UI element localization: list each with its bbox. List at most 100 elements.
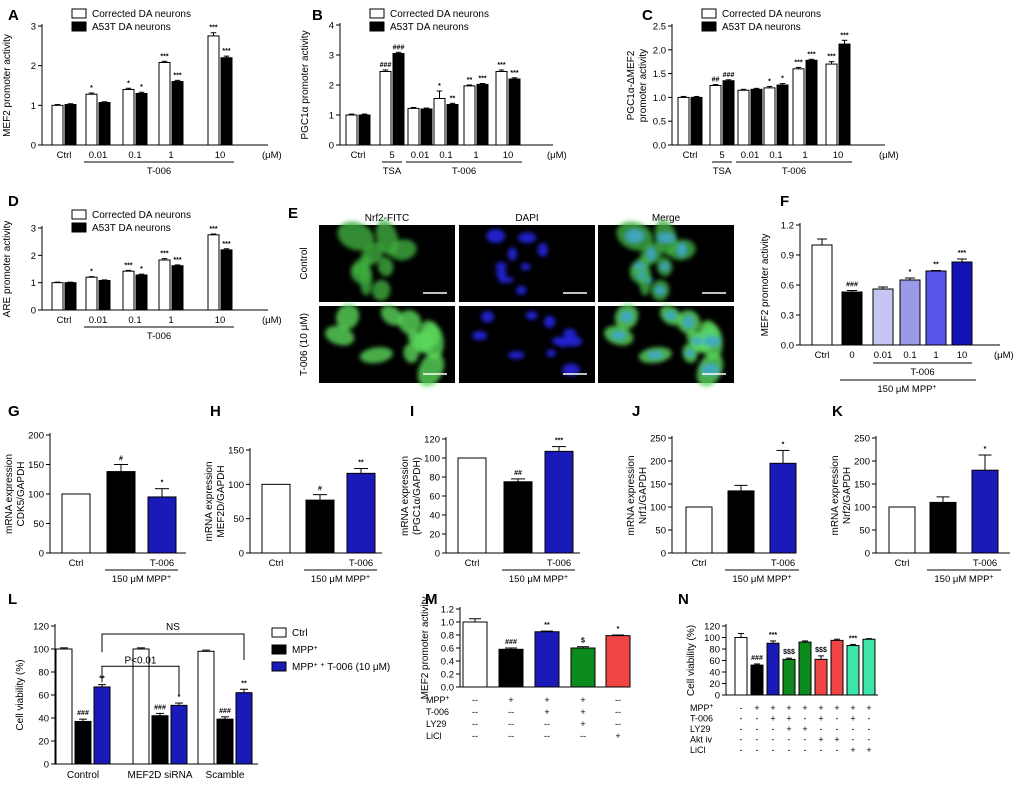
legend-swatch — [71, 209, 87, 220]
table-cell: - — [804, 745, 807, 755]
y-tick-label: 40 — [709, 668, 720, 679]
column-label: Nrf2-FITC — [365, 213, 409, 224]
x-tick-label: MEF2D siRNA — [127, 770, 192, 781]
significance-bracket — [101, 633, 245, 661]
x-tick-label: Ctrl — [269, 558, 284, 569]
y-tick-label: 2.5 — [653, 22, 666, 33]
y-tick-label: 120 — [33, 622, 49, 633]
bar — [51, 282, 64, 311]
y-tick-label: 0 — [865, 549, 870, 560]
table-cell: + — [544, 695, 549, 705]
green-cell — [389, 239, 417, 261]
bar — [122, 88, 135, 146]
panel-g: 0 50 100 150 200 mRNA expression CDK5/GAPDH G # *… — [4, 403, 186, 585]
green-cell — [337, 221, 375, 251]
blue-nucleus — [563, 328, 577, 339]
bar — [98, 279, 111, 311]
significance-label: ** — [241, 680, 247, 687]
significance-label: * — [90, 269, 93, 276]
micrograph-cells — [472, 311, 583, 376]
bar — [158, 61, 171, 146]
legend-label: MPP+ + T-006 (10 μM) — [292, 662, 390, 674]
x-tick-label: Ctrl — [692, 558, 707, 569]
panel-letter: J — [632, 403, 640, 420]
y-tick-label: 3 — [31, 22, 36, 33]
panel-c: 0.0 0.5 1.0 1.5 2.0 2.5 PGC1α-ΔMEF2 promoter ac… — [626, 7, 899, 177]
significance-label: *** — [160, 53, 168, 60]
y-tick-label: 50 — [33, 519, 44, 530]
bar — [805, 59, 818, 146]
table-cell: -- — [544, 719, 550, 729]
bar — [207, 234, 220, 311]
x-tick-label: 5 — [389, 150, 394, 161]
y-tick-label: 250 — [854, 434, 870, 445]
blue-nucleus — [472, 330, 488, 341]
y-axis-label: Nrf2/GAPDH — [842, 467, 853, 524]
bar — [98, 102, 111, 146]
significance-label: ### — [846, 282, 858, 289]
blue-nucleus — [659, 262, 670, 271]
bar — [476, 83, 489, 146]
table-cell: - — [804, 735, 807, 745]
y-tick-label: 0.4 — [441, 657, 454, 668]
label-superscript: + — [321, 662, 325, 669]
significance-label: *** — [840, 32, 848, 39]
significance-label: * — [617, 626, 620, 633]
y-tick-label: 80 — [429, 473, 440, 484]
group-label: T-006 — [147, 166, 171, 177]
bar — [420, 108, 433, 146]
y-axis-label: Cell viability (%) — [15, 659, 26, 730]
label-superscript: + — [788, 574, 792, 581]
micrograph-cells — [604, 304, 724, 387]
x-tick-label: 0.1 — [439, 150, 452, 161]
blue-nucleus — [551, 337, 566, 345]
panel-m: 0.0 0.2 0.4 0.6 0.8 1.0 1.2 MEF2 promoter activ… — [420, 591, 631, 741]
blue-nucleus — [508, 351, 525, 360]
x-tick-label: Ctrl — [69, 558, 84, 569]
bar — [457, 457, 487, 554]
bar — [838, 43, 851, 146]
bar — [74, 720, 92, 765]
y-axis-label: MEF2 promoter activity — [420, 597, 431, 700]
panel-letter: N — [678, 591, 689, 608]
bar — [709, 85, 722, 146]
table-cell: + — [850, 703, 855, 713]
blue-nucleus — [620, 311, 634, 323]
table-row-label: LY29 — [690, 724, 710, 734]
table-cell: + — [786, 703, 791, 713]
y-tick-label: 250 — [650, 434, 666, 445]
x-tick-label: T-006 — [973, 558, 997, 569]
significance-label: ### — [154, 704, 166, 711]
table-cell: - — [756, 714, 759, 724]
x-tick-label: 0.1 — [128, 315, 141, 326]
y-tick-label: 80 — [38, 668, 49, 679]
y-axis-label: Nrf1/GAPDH — [638, 467, 649, 524]
y-tick-label: 1.0 — [653, 93, 666, 104]
table-cell: + — [834, 735, 839, 745]
legend-swatch — [71, 8, 87, 19]
label-superscript: + — [314, 662, 318, 669]
y-tick-label: 0.6 — [441, 644, 454, 655]
table-cell: + — [786, 724, 791, 734]
significance-label: *** — [478, 76, 486, 83]
bar — [106, 471, 136, 554]
bar — [495, 71, 508, 146]
group-label: T-006 — [782, 166, 806, 177]
unit-label: (μM) — [879, 150, 899, 161]
y-tick-label: 3 — [329, 51, 334, 62]
significance-label: *** — [958, 250, 966, 257]
x-tick-label: T-006 — [547, 558, 571, 569]
y-tick-label: 100 — [424, 454, 440, 465]
green-cell — [377, 257, 394, 277]
y-axis-label: promoter activity — [638, 49, 649, 122]
x-tick-label: 0.1 — [128, 150, 141, 161]
y-tick-label: 200 — [854, 457, 870, 468]
table-cell: - — [868, 735, 871, 745]
legend-swatch — [701, 8, 717, 19]
label-part: 150 μM MPP — [934, 574, 989, 585]
x-tick-label: Ctrl — [351, 150, 366, 161]
table-cell: -- — [615, 707, 621, 717]
y-tick-label: 2.0 — [653, 45, 666, 56]
legend-label: Corrected DA neurons — [92, 9, 191, 20]
